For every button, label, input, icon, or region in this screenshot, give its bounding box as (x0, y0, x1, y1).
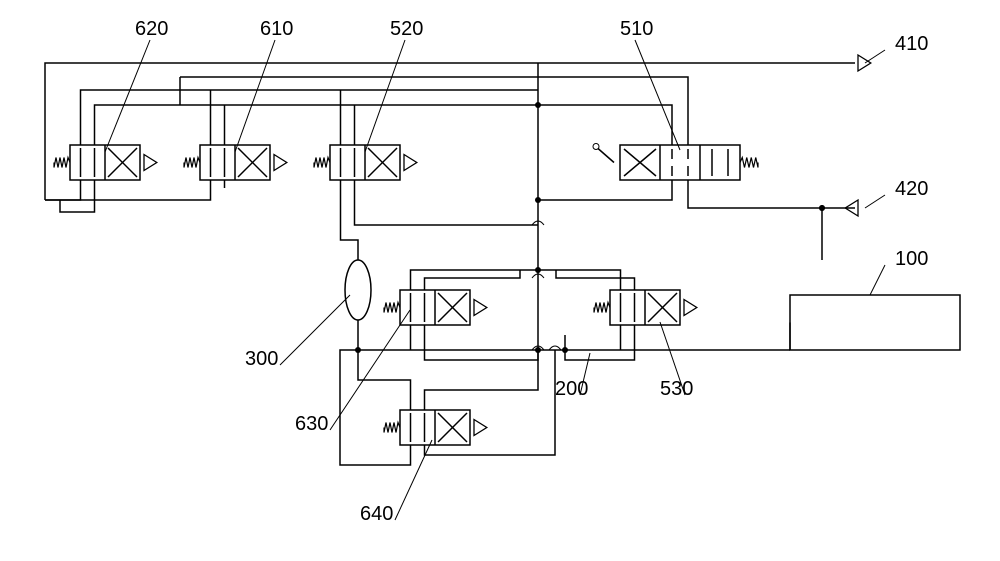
svg-text:640: 640 (360, 503, 393, 525)
svg-text:630: 630 (295, 413, 328, 435)
svg-text:530: 530 (660, 378, 693, 400)
svg-text:100: 100 (895, 248, 928, 270)
svg-text:410: 410 (895, 33, 928, 55)
svg-text:420: 420 (895, 178, 928, 200)
svg-text:520: 520 (390, 18, 423, 40)
svg-text:610: 610 (260, 18, 293, 40)
svg-text:510: 510 (620, 18, 653, 40)
svg-text:200: 200 (555, 378, 588, 400)
svg-text:300: 300 (245, 348, 278, 370)
svg-text:620: 620 (135, 18, 168, 40)
